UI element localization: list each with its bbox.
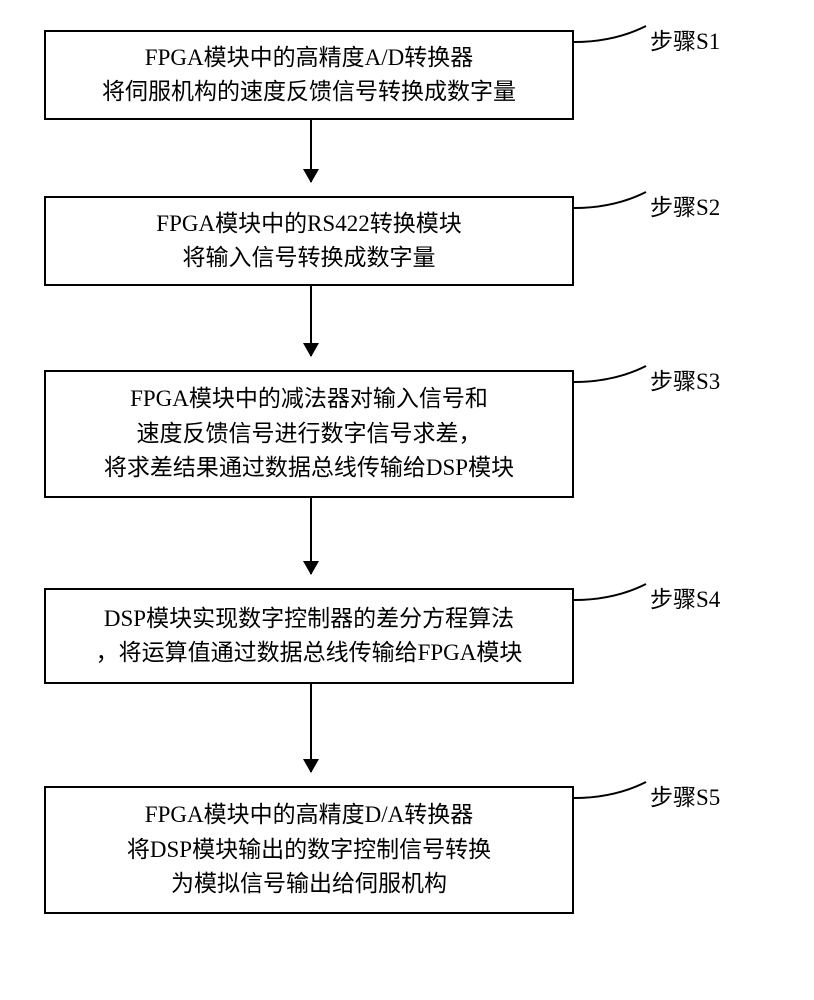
arrow-s2-s3 — [310, 286, 312, 356]
flow-text: ，将运算值通过数据总线传输给FPGA模块 — [96, 636, 523, 671]
connector-s2 — [574, 188, 650, 218]
flowchart-container: FPGA模块中的高精度A/D转换器 将伺服机构的速度反馈信号转换成数字量 步骤S… — [0, 0, 814, 1000]
flow-text: FPGA模块中的RS422转换模块 — [156, 207, 461, 242]
flow-box-s2: FPGA模块中的RS422转换模块 将输入信号转换成数字量 — [44, 196, 574, 286]
flow-box-s3: FPGA模块中的减法器对输入信号和 速度反馈信号进行数字信号求差， 将求差结果通… — [44, 370, 574, 498]
arrow-s1-s2 — [310, 120, 312, 182]
flow-text: FPGA模块中的高精度A/D转换器 — [145, 41, 473, 76]
flow-box-s5: FPGA模块中的高精度D/A转换器 将DSP模块输出的数字控制信号转换 为模拟信… — [44, 786, 574, 914]
flow-text: 将伺服机构的速度反馈信号转换成数字量 — [102, 75, 516, 110]
flow-text: FPGA模块中的高精度D/A转换器 — [145, 798, 473, 833]
step-label-s5: 步骤S5 — [650, 778, 720, 812]
step-label-s4: 步骤S4 — [650, 580, 720, 614]
connector-s5 — [574, 778, 650, 808]
connector-s4 — [574, 580, 650, 610]
arrow-s4-s5 — [310, 684, 312, 772]
flow-text: 为模拟信号输出给伺服机构 — [171, 867, 447, 902]
flow-box-s4: DSP模块实现数字控制器的差分方程算法 ，将运算值通过数据总线传输给FPGA模块 — [44, 588, 574, 684]
flow-text: DSP模块实现数字控制器的差分方程算法 — [104, 602, 514, 637]
connector-s1 — [574, 22, 650, 52]
flow-text: 速度反馈信号进行数字信号求差， — [137, 417, 482, 452]
arrow-s3-s4 — [310, 498, 312, 574]
connector-s3 — [574, 362, 650, 392]
step-label-s2: 步骤S2 — [650, 188, 720, 222]
step-label-s3: 步骤S3 — [650, 362, 720, 396]
step-label-s1: 步骤S1 — [650, 22, 720, 56]
flow-text: FPGA模块中的减法器对输入信号和 — [130, 382, 488, 417]
flow-text: 将求差结果通过数据总线传输给DSP模块 — [104, 451, 514, 486]
flow-box-s1: FPGA模块中的高精度A/D转换器 将伺服机构的速度反馈信号转换成数字量 — [44, 30, 574, 120]
flow-text: 将输入信号转换成数字量 — [183, 241, 436, 276]
flow-text: 将DSP模块输出的数字控制信号转换 — [127, 833, 491, 868]
